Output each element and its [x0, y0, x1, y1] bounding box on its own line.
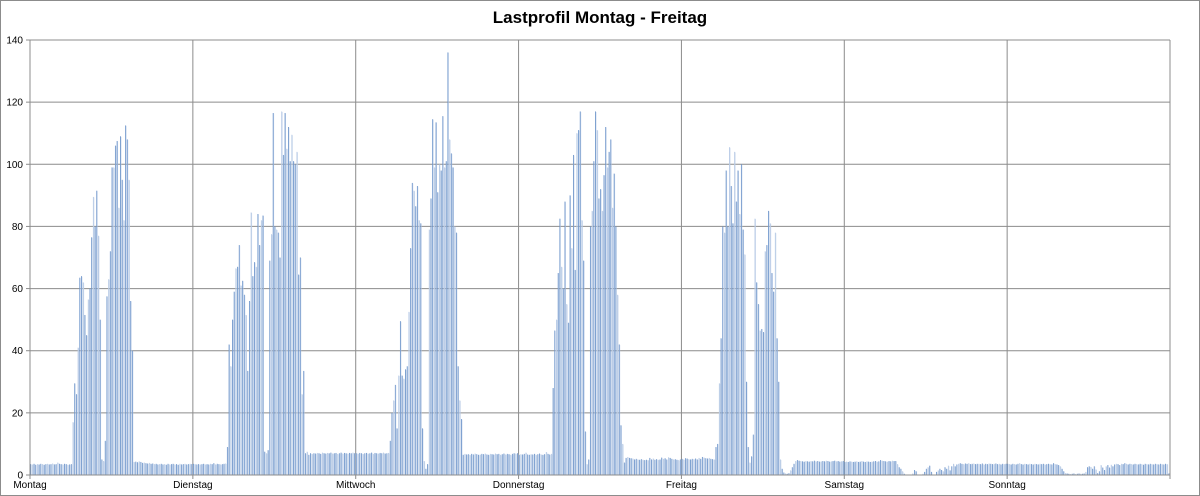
y-axis-ticks: 0 20 40 60 80 100 120 140	[6, 36, 23, 482]
x-axis-ticks: Montag Dienstag Mittwoch Donnerstag Freitag S…	[13, 480, 1025, 491]
y-tick-label: 0	[17, 471, 23, 482]
x-tick-label: Freitag	[666, 480, 697, 491]
y-tick-label: 140	[6, 36, 23, 47]
x-tick-label: Donnerstag	[493, 480, 545, 491]
axes	[26, 39, 1170, 476]
x-tick-label: Montag	[13, 480, 46, 491]
y-tick-label: 120	[6, 98, 23, 109]
x-tick-label: Dienstag	[173, 480, 212, 491]
x-tick-label: Sonntag	[989, 480, 1026, 491]
chart-title: Lastprofil Montag - Freitag	[492, 8, 708, 27]
gridlines	[29, 39, 1171, 479]
y-tick-label: 60	[12, 284, 24, 295]
x-tick-label: Samstag	[825, 480, 864, 491]
bar-series	[30, 52, 1170, 476]
y-tick-label: 100	[6, 160, 23, 171]
y-tick-label: 40	[12, 346, 24, 357]
y-tick-label: 80	[12, 222, 24, 233]
x-tick-label: Mittwoch	[336, 480, 375, 491]
y-tick-label: 20	[12, 408, 24, 419]
